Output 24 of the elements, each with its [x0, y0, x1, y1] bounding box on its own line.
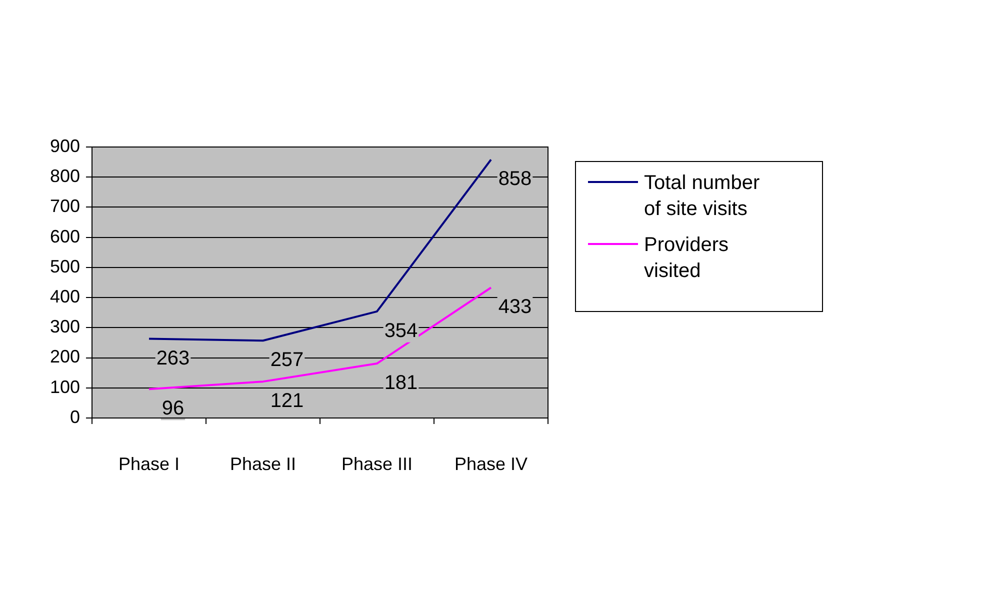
data-label: 433 [498, 296, 532, 318]
legend-label: Total number of site visits [644, 171, 761, 222]
x-tick-label: Phase III [341, 454, 413, 474]
data-label: 121 [270, 390, 304, 412]
y-tick-label: 800 [50, 166, 80, 186]
y-tick-label: 600 [50, 226, 80, 246]
y-tick-label: 900 [50, 136, 80, 156]
data-label: 354 [384, 320, 418, 342]
data-label: 181 [384, 372, 418, 394]
legend-label: Providers visited [644, 233, 730, 284]
y-tick-label: 200 [50, 346, 80, 367]
y-tick-label: 500 [50, 256, 80, 276]
data-label: 96 [162, 398, 184, 420]
y-tick-label: 700 [50, 196, 80, 216]
data-label: 858 [498, 168, 532, 190]
x-tick-label: Phase II [230, 454, 296, 474]
y-tick-label: 400 [50, 286, 80, 307]
y-tick-label: 300 [50, 316, 80, 337]
y-tick-label: 0 [70, 406, 80, 427]
x-tick-label: Phase IV [454, 454, 528, 474]
y-tick-label: 100 [50, 376, 80, 397]
x-tick-label: Phase I [118, 454, 180, 474]
data-label: 257 [270, 349, 304, 372]
data-label: 263 [156, 347, 190, 370]
